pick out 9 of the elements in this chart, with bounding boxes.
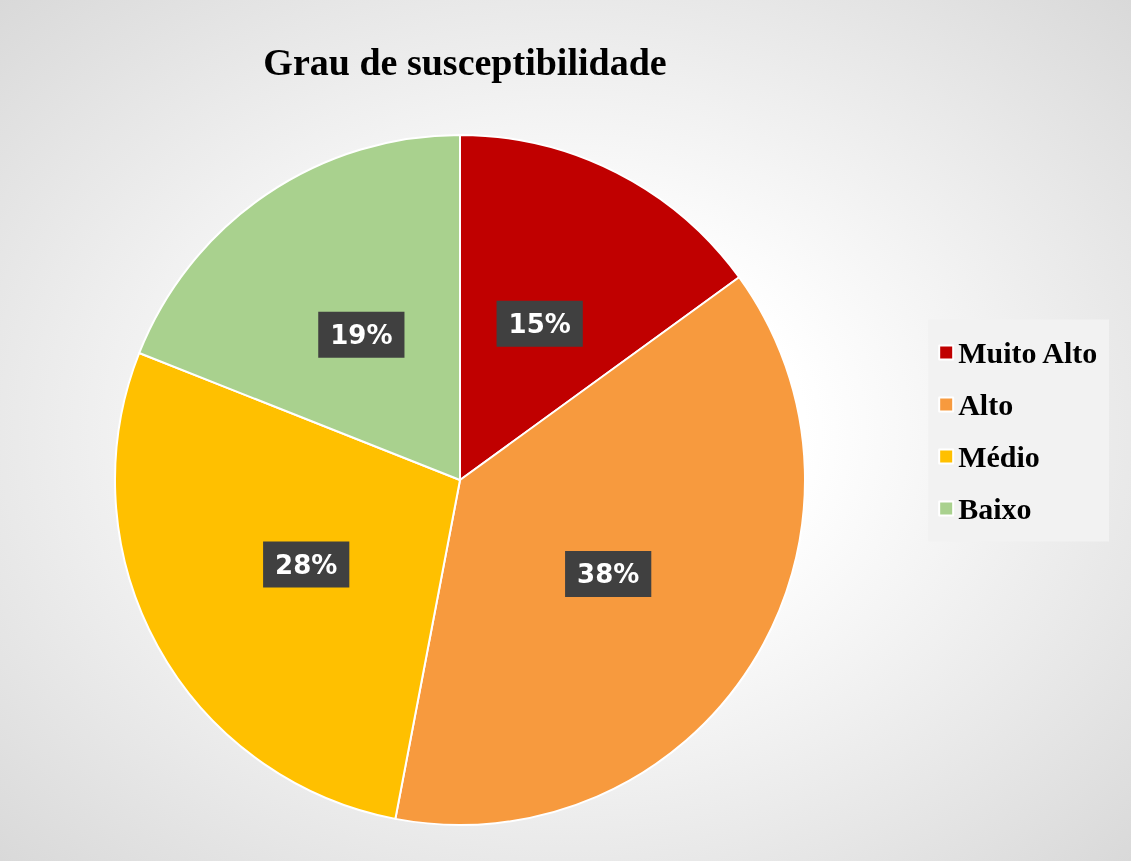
data-label: 28% [275,549,338,580]
legend-label: Médio [958,440,1040,473]
data-label: 15% [508,308,571,339]
chart-title: Grau de susceptibilidade [263,41,667,83]
legend-label: Muito Alto [958,336,1098,369]
legend-label: Alto [958,388,1014,421]
data-label: 19% [330,319,393,350]
legend-label: Baixo [958,492,1032,525]
data-label: 38% [577,559,640,590]
